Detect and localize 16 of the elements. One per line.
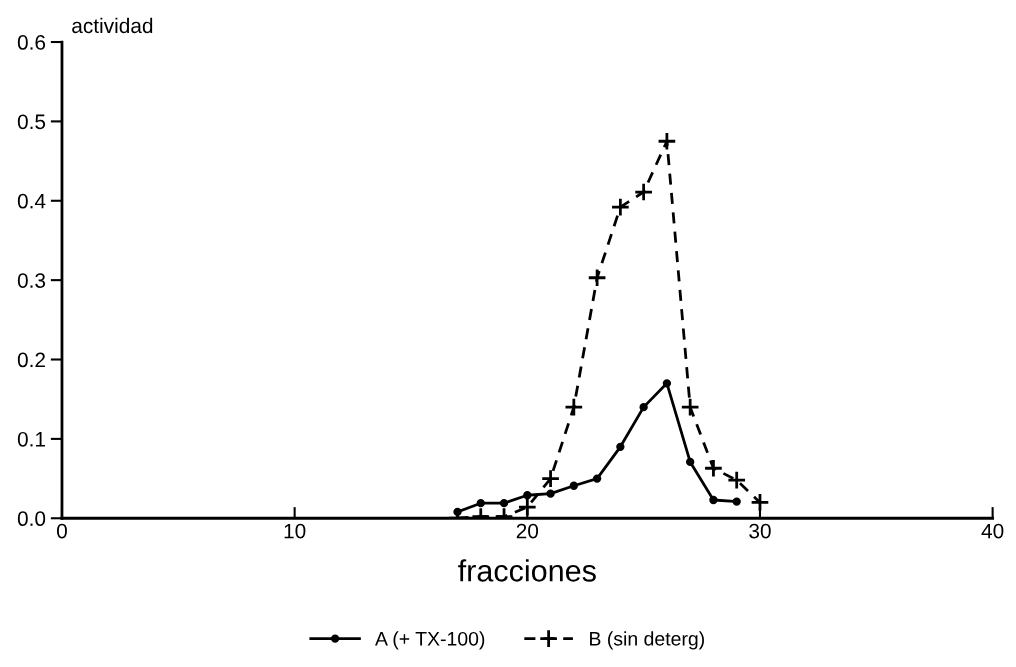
x-tick-label: 10 xyxy=(284,523,306,539)
y-tick-label: 0.3 xyxy=(17,273,46,288)
y-tick-label: 0.4 xyxy=(17,193,46,209)
legend-label: B (sin deterg) xyxy=(590,631,704,650)
legend-label: A (+ TX-100) xyxy=(375,631,485,650)
y-tick-label: 0.5 xyxy=(17,114,46,130)
x-tick-label: 20 xyxy=(516,523,539,539)
x-tick-label: 0 xyxy=(57,523,67,539)
y-tick-label: 0.6 xyxy=(17,35,46,50)
y-tick-label: 0.0 xyxy=(17,511,46,527)
y-tick-label: 0.2 xyxy=(17,352,45,368)
x-tick-label: 30 xyxy=(749,523,771,539)
x-tick-label: 40 xyxy=(981,523,1004,539)
x-axis-title: fracciones xyxy=(458,559,596,582)
y-tick-label: 0.1 xyxy=(17,431,45,447)
y-axis-title: actividad xyxy=(72,17,153,34)
